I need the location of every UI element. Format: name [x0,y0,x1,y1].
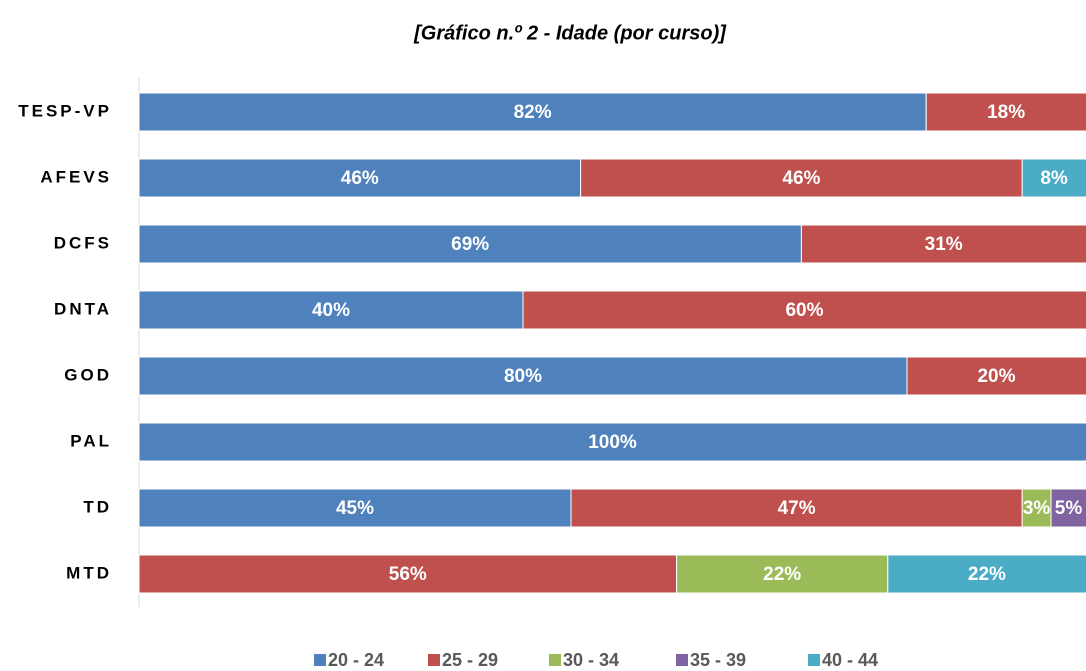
category-label: GOD [64,365,112,384]
value-label: 100% [588,432,637,453]
legend-swatch [428,654,440,666]
bar-segment [138,290,524,330]
value-label: 8% [1040,168,1068,189]
value-label: 69% [451,234,489,255]
bar-segment [138,224,802,264]
bar-segment [138,158,582,198]
value-label: 31% [925,234,963,255]
bar-segment [570,488,1023,528]
legend-label: 40 - 44 [822,650,878,670]
value-label: 56% [389,564,427,585]
bar-segment [138,554,678,594]
value-label: 47% [778,498,816,519]
bar-segment [1021,158,1086,198]
value-label: 45% [336,498,374,519]
bar-segment [887,554,1086,594]
legend-swatch [808,654,820,666]
category-label: DNTA [54,299,112,318]
chart-title: [Gráfico n.º 2 - Idade (por curso)] [413,22,727,44]
value-label: 18% [987,102,1025,123]
value-label: 80% [504,366,542,387]
bar-segment [925,92,1086,132]
legend-label: 30 - 34 [563,650,619,670]
value-label: 60% [785,300,823,321]
category-label: TD [83,497,112,516]
bar-segment [580,158,1023,198]
category-label: DCFS [54,233,112,252]
bar-segment [522,290,1086,330]
value-label: 46% [782,168,820,189]
value-label: 3% [1023,498,1051,519]
bar-segment [138,422,1086,462]
legend-label: 25 - 29 [442,650,498,670]
value-label: 22% [968,564,1006,585]
value-label: 20% [977,366,1015,387]
value-label: 40% [312,300,350,321]
value-label: 82% [514,102,552,123]
bar-segment [138,356,908,396]
category-label: TESP-VP [18,101,112,120]
bar-segment [138,488,572,528]
legend-swatch [676,654,688,666]
value-label: 46% [341,168,379,189]
value-label: 22% [763,564,801,585]
bar-segment [676,554,889,594]
bar-segment [906,356,1086,396]
legend-swatch [549,654,561,666]
legend-swatch [314,654,326,666]
legend-label: 20 - 24 [328,650,384,670]
legend-label: 35 - 39 [690,650,746,670]
category-label: AFEVS [40,167,112,186]
value-label: 5% [1055,498,1083,519]
category-label: MTD [66,563,112,582]
bar-segment [1050,488,1086,528]
bar-segment [800,224,1086,264]
category-label: PAL [70,431,112,450]
